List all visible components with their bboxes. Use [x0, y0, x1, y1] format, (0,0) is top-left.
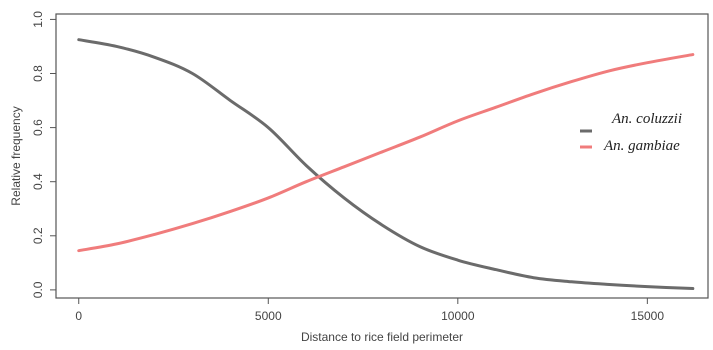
legend-label-gambiae: An. gambiae [603, 138, 680, 154]
x-tick-label: 15000 [631, 309, 665, 323]
series-line-gambiae [77, 53, 695, 253]
x-axis: 0 5000 10000 15000 [75, 298, 664, 323]
y-tick-label: 1.0 [31, 11, 45, 28]
y-axis: 0.0 0.2 0.4 0.6 0.8 1.0 [31, 11, 56, 298]
y-tick-label: 0.4 [31, 173, 45, 190]
plot-frame [55, 13, 709, 299]
x-tick-label: 5000 [255, 309, 282, 323]
series-layer [77, 38, 695, 291]
y-tick-label: 0.0 [31, 281, 45, 298]
legend: An. coluzzii An. gambiae [580, 111, 682, 154]
y-tick-label: 0.8 [31, 65, 45, 82]
x-axis-title: Distance to rice field perimeter [301, 330, 463, 344]
legend-label-coluzzii: An. coluzzii [611, 111, 682, 127]
series-line-coluzzii [77, 38, 695, 291]
y-tick-label: 0.6 [31, 119, 45, 136]
y-tick-label: 0.2 [31, 227, 45, 244]
x-tick-label: 0 [75, 309, 82, 323]
x-tick-label: 10000 [441, 309, 475, 323]
y-axis-title: Relative frequency [9, 106, 23, 205]
